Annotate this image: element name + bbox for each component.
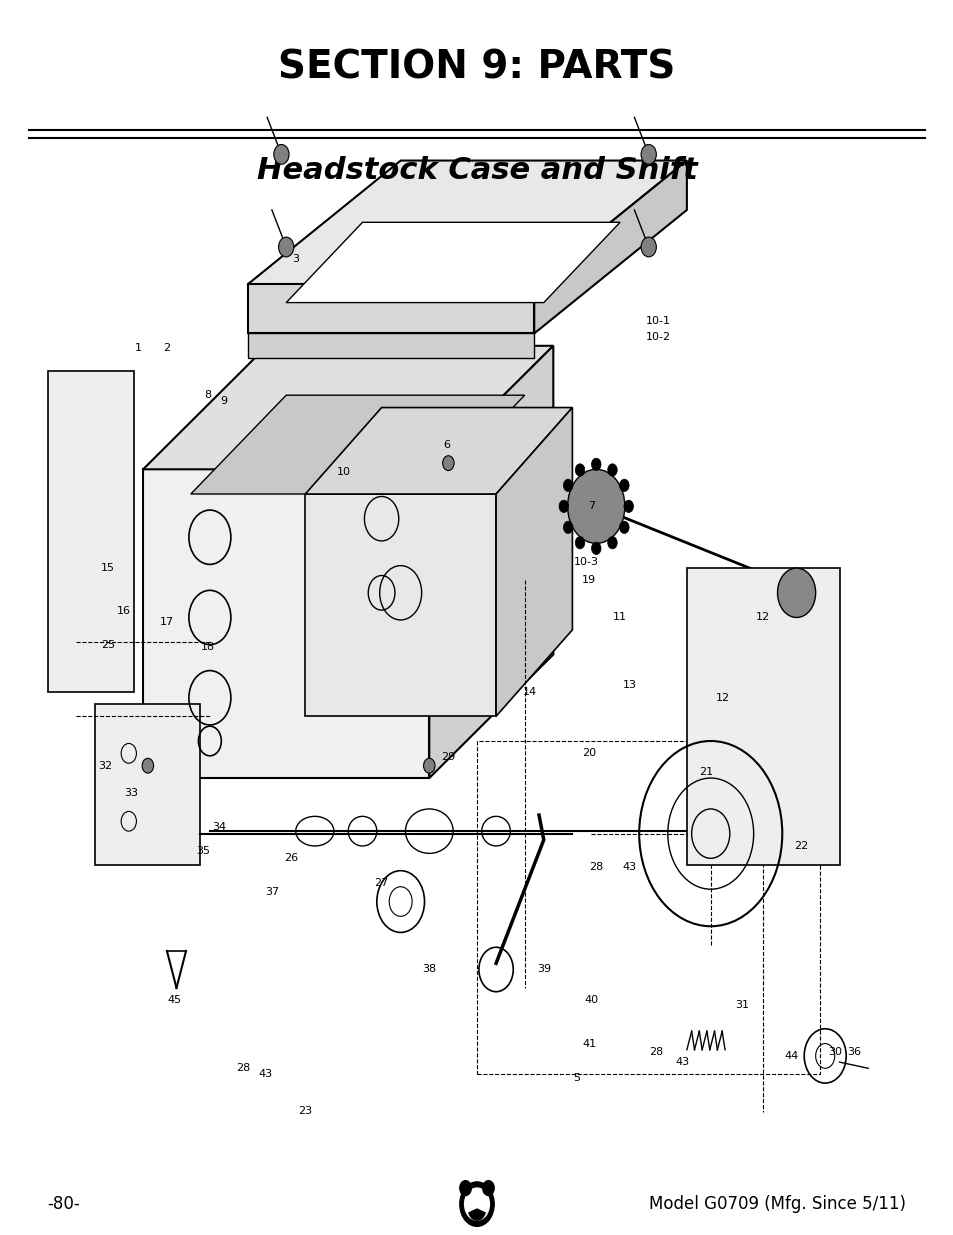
Text: 26: 26 xyxy=(284,853,297,863)
Polygon shape xyxy=(248,161,686,284)
Text: 28: 28 xyxy=(649,1047,662,1057)
Text: 39: 39 xyxy=(537,965,550,974)
Circle shape xyxy=(278,237,294,257)
Text: 34: 34 xyxy=(213,823,226,832)
Polygon shape xyxy=(534,161,686,333)
Polygon shape xyxy=(305,494,496,716)
Circle shape xyxy=(575,464,584,477)
Polygon shape xyxy=(143,346,553,469)
Text: 10-3: 10-3 xyxy=(574,557,598,567)
Text: 10-2: 10-2 xyxy=(645,332,670,342)
Polygon shape xyxy=(286,222,619,303)
Circle shape xyxy=(623,500,633,513)
Text: 43: 43 xyxy=(675,1057,688,1067)
Circle shape xyxy=(142,758,153,773)
Text: 15: 15 xyxy=(101,563,114,573)
Text: 5: 5 xyxy=(573,1073,580,1083)
Text: 45: 45 xyxy=(168,995,181,1005)
Polygon shape xyxy=(496,408,572,716)
Text: -80-: -80- xyxy=(48,1195,80,1213)
Circle shape xyxy=(640,237,656,257)
Text: 2: 2 xyxy=(163,343,171,353)
Circle shape xyxy=(640,144,656,164)
Polygon shape xyxy=(48,370,133,692)
Text: 25: 25 xyxy=(101,640,114,650)
Text: 35: 35 xyxy=(196,846,210,856)
Text: 37: 37 xyxy=(265,887,278,897)
Text: 31: 31 xyxy=(735,1000,748,1010)
Circle shape xyxy=(459,1182,494,1226)
Text: Model G0709 (Mfg. Since 5/11): Model G0709 (Mfg. Since 5/11) xyxy=(649,1195,905,1213)
Text: 9: 9 xyxy=(220,396,228,406)
Circle shape xyxy=(567,469,624,543)
Text: 33: 33 xyxy=(124,788,137,798)
Text: 17: 17 xyxy=(160,618,173,627)
Text: 41: 41 xyxy=(582,1039,596,1049)
Text: 11: 11 xyxy=(613,613,626,622)
Text: 21: 21 xyxy=(699,767,712,777)
Circle shape xyxy=(459,1181,471,1195)
Circle shape xyxy=(482,1181,494,1195)
Polygon shape xyxy=(95,704,200,864)
Circle shape xyxy=(423,758,435,773)
Text: 19: 19 xyxy=(581,576,595,585)
Polygon shape xyxy=(191,395,524,494)
Text: 23: 23 xyxy=(298,1107,312,1116)
Text: 16: 16 xyxy=(117,606,131,616)
Text: 14: 14 xyxy=(522,687,536,697)
Text: Headstock Case and Shift: Headstock Case and Shift xyxy=(256,156,697,185)
Text: 32: 32 xyxy=(98,761,112,771)
Circle shape xyxy=(607,536,617,548)
Circle shape xyxy=(563,479,573,492)
Circle shape xyxy=(607,464,617,477)
Text: 29: 29 xyxy=(441,752,455,762)
Text: 7: 7 xyxy=(587,501,595,511)
Circle shape xyxy=(618,479,628,492)
Text: 36: 36 xyxy=(846,1047,860,1057)
Polygon shape xyxy=(429,346,553,778)
Text: 28: 28 xyxy=(236,1063,250,1073)
Text: 12: 12 xyxy=(716,693,729,703)
Text: 38: 38 xyxy=(422,965,436,974)
Polygon shape xyxy=(248,284,534,333)
Circle shape xyxy=(442,456,454,471)
Polygon shape xyxy=(686,568,839,864)
Circle shape xyxy=(558,500,568,513)
Wedge shape xyxy=(469,1209,484,1220)
Text: 1: 1 xyxy=(134,343,142,353)
Text: 8: 8 xyxy=(204,390,212,400)
Text: 27: 27 xyxy=(375,878,388,888)
Circle shape xyxy=(777,568,815,618)
Text: 20: 20 xyxy=(582,748,596,758)
Text: 30: 30 xyxy=(827,1047,841,1057)
Polygon shape xyxy=(143,469,429,778)
Text: 28: 28 xyxy=(589,862,602,872)
Circle shape xyxy=(563,521,573,534)
Polygon shape xyxy=(248,333,534,358)
Text: SECTION 9: PARTS: SECTION 9: PARTS xyxy=(278,49,675,86)
Circle shape xyxy=(591,542,600,555)
Text: 44: 44 xyxy=(784,1051,798,1061)
Text: 6: 6 xyxy=(442,440,450,450)
Text: 3: 3 xyxy=(292,254,299,264)
Circle shape xyxy=(464,1188,489,1220)
Text: 12: 12 xyxy=(756,613,769,622)
Circle shape xyxy=(618,521,628,534)
Text: 43: 43 xyxy=(258,1070,272,1079)
Circle shape xyxy=(591,458,600,471)
Text: 40: 40 xyxy=(584,995,598,1005)
Text: 13: 13 xyxy=(622,680,636,690)
Polygon shape xyxy=(305,408,572,494)
Circle shape xyxy=(575,536,584,548)
Text: 43: 43 xyxy=(622,862,636,872)
Text: 10: 10 xyxy=(336,467,350,477)
Text: 10-1: 10-1 xyxy=(645,316,670,326)
Text: 22: 22 xyxy=(794,841,807,851)
Circle shape xyxy=(274,144,289,164)
Text: 18: 18 xyxy=(201,642,214,652)
